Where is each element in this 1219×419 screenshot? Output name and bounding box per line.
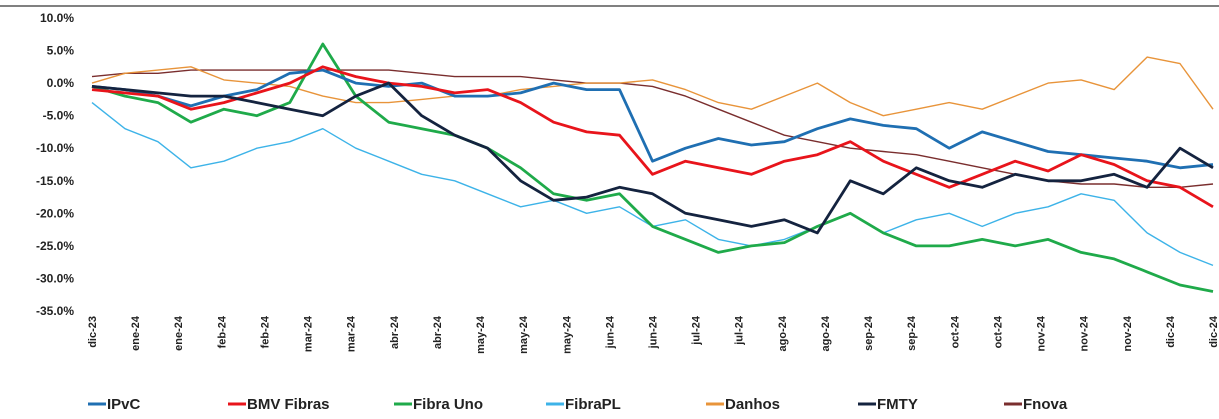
x-tick-label: jul-24 (691, 315, 703, 346)
y-tick-label: 5.0% (47, 44, 75, 58)
y-tick-label: -25.0% (36, 239, 74, 253)
legend-label: Fibra Uno (413, 396, 483, 413)
x-tick-label: oct-24 (949, 315, 961, 348)
x-tick-label: may-24 (518, 315, 530, 354)
y-tick-label: -5.0% (43, 109, 75, 123)
legend-label: Fnova (1023, 396, 1068, 413)
y-tick-label: -10.0% (36, 141, 74, 155)
legend-label: BMV Fibras (247, 396, 330, 413)
x-tick-label: jun-24 (648, 315, 660, 349)
x-tick-label: ago-24 (820, 315, 832, 351)
x-tick-label: dic-24 (1165, 315, 1177, 348)
x-tick-label: oct-24 (992, 315, 1004, 348)
x-tick-label: may-24 (475, 315, 487, 354)
legend-label: Danhos (725, 396, 780, 413)
legend-label: FMTY (877, 396, 918, 413)
series-line-fibra-uno (91, 42, 1214, 293)
legend-label: FibraPL (565, 396, 621, 413)
x-tick-label: sep-24 (863, 315, 875, 351)
y-tick-label: -15.0% (36, 174, 74, 188)
x-tick-label: jul-24 (734, 315, 746, 346)
x-tick-label: dic-23 (87, 316, 99, 348)
y-tick-label: -20.0% (36, 206, 74, 220)
y-tick-label: 0.0% (47, 76, 75, 90)
y-tick-label: -30.0% (36, 271, 74, 285)
x-tick-label: nov-24 (1122, 315, 1134, 351)
x-tick-label: abr-24 (432, 315, 444, 349)
x-tick-label: abr-24 (389, 315, 401, 349)
legend-label: IPvC (107, 396, 141, 413)
x-tick-label: may-24 (561, 315, 573, 354)
x-tick-label: mar-24 (346, 315, 358, 352)
x-tick-label: ene-24 (173, 315, 185, 351)
series-line-fmty (91, 81, 1214, 235)
x-tick-label: dic-24 (1208, 315, 1219, 348)
x-tick-label: nov-24 (1079, 315, 1091, 351)
x-tick-label: ene-24 (130, 315, 142, 351)
x-tick-label: sep-24 (906, 315, 918, 351)
y-tick-label: -35.0% (36, 304, 74, 318)
x-tick-label: feb-24 (216, 315, 228, 348)
x-tick-label: jun-24 (604, 315, 616, 349)
series-line-ipvc (91, 68, 1214, 170)
x-tick-label: ago-24 (777, 315, 789, 351)
y-tick-label: 10.0% (40, 11, 74, 25)
x-tick-label: feb-24 (259, 315, 271, 348)
x-tick-label: mar-24 (303, 315, 315, 352)
series-line-bmv-fibras (91, 65, 1214, 209)
x-tick-label: nov-24 (1036, 315, 1048, 351)
